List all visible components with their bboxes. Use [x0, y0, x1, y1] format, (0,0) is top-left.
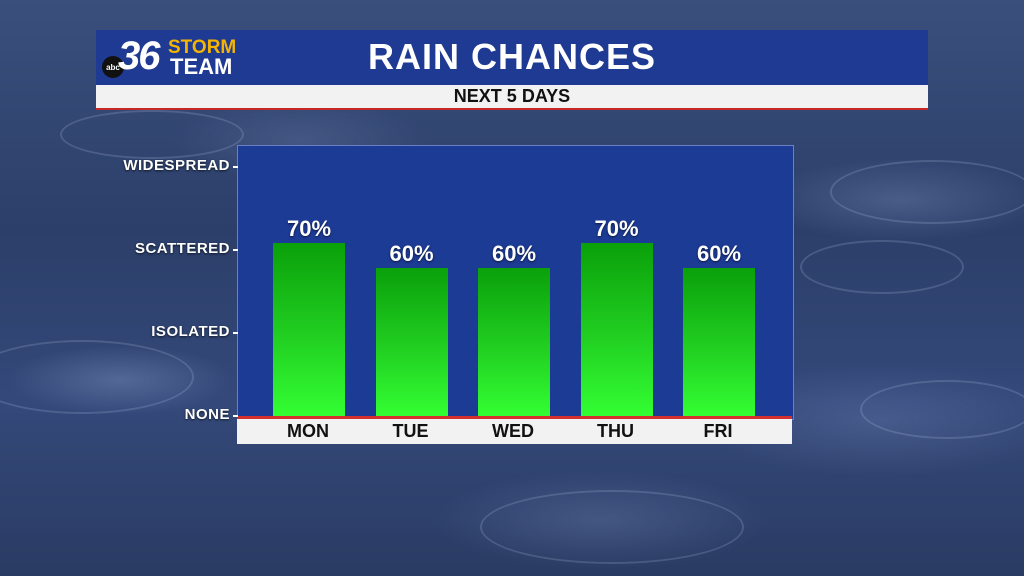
bar-fri [683, 267, 755, 417]
bar-thu [580, 242, 653, 417]
station-logo: abc 36 STORM TEAM [100, 34, 250, 80]
bar-value-label: 60% [389, 240, 434, 266]
bar-tue [375, 267, 448, 417]
chart-plot-area: 70% 60% 60% 70% 60% [237, 145, 794, 420]
water-ripple [480, 490, 744, 564]
bar-value-label: 60% [491, 240, 537, 266]
category-label: MON [287, 421, 329, 441]
category-label: FRI [703, 421, 733, 441]
y-tick-label: SCATTERED [134, 239, 230, 257]
bar-value-label: 70% [594, 215, 639, 241]
y-tick-label: ISOLATED [151, 323, 230, 341]
logo-team-text: TEAM [170, 54, 233, 79]
water-ripple [800, 240, 964, 294]
category-axis: MON TUE WED THU FRI [237, 419, 792, 444]
chart-title: RAIN CHANCES [367, 36, 656, 77]
category-label: TUE [392, 421, 429, 441]
logo-storm-text: STORM [168, 37, 237, 58]
bar-mon [273, 242, 345, 417]
category-label: WED [492, 421, 534, 441]
bar-value-label: 60% [696, 240, 742, 266]
y-tick-mark [233, 332, 238, 335]
channel-number: 36 [118, 34, 160, 78]
header-bar: abc 36 STORM TEAM RAIN CHANCES [96, 30, 928, 88]
y-tick-mark [233, 248, 238, 251]
y-tick-mark [233, 166, 238, 168]
category-label: THU [597, 421, 634, 441]
water-ripple [0, 340, 194, 414]
y-tick-label: WIDESPREAD [123, 157, 230, 174]
y-tick-mark [233, 415, 238, 417]
network-logo: abc [102, 56, 124, 78]
bar-wed [478, 267, 550, 417]
chart-baseline [237, 416, 792, 419]
water-ripple [60, 110, 244, 159]
water-ripple [830, 160, 1024, 224]
y-tick-label: NONE [184, 406, 230, 423]
water-ripple [860, 380, 1024, 439]
chart-subtitle: NEXT 5 DAYS [96, 85, 928, 110]
bar-value-label: 70% [286, 215, 332, 241]
